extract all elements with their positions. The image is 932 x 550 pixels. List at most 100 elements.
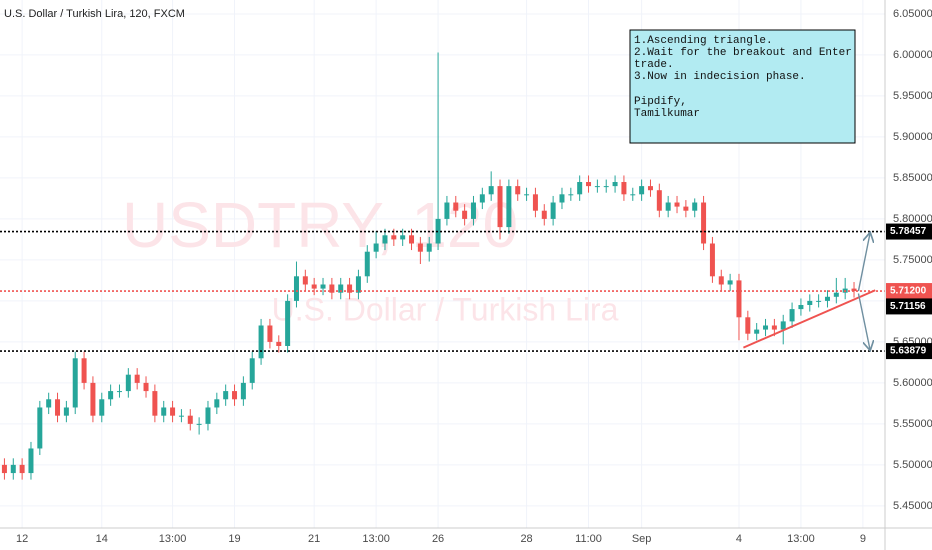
candle-body xyxy=(497,186,503,228)
candle-body xyxy=(63,407,69,416)
candle-body xyxy=(586,182,592,187)
candle-body xyxy=(453,202,459,211)
candle-body xyxy=(347,284,353,293)
candle-body xyxy=(311,284,317,289)
y-tick-label: 5.80000 xyxy=(893,213,932,225)
candle-body xyxy=(462,210,468,219)
candle-body xyxy=(763,325,769,330)
candle-body xyxy=(205,407,211,424)
candle-body xyxy=(302,276,308,285)
candle-body xyxy=(816,300,822,302)
candle-body xyxy=(382,235,388,244)
arrow xyxy=(857,293,870,350)
candle-body xyxy=(630,194,636,196)
candle-body xyxy=(621,182,627,195)
candle-body xyxy=(55,399,61,416)
candle-body xyxy=(736,280,742,318)
candle-body xyxy=(320,284,326,289)
x-tick-label: 14 xyxy=(96,533,108,545)
candle-body xyxy=(559,194,565,203)
y-tick-label: 6.00000 xyxy=(893,49,932,61)
candle-body xyxy=(789,309,795,322)
candle-body xyxy=(373,243,379,252)
candle-body xyxy=(807,300,813,305)
level-tag xyxy=(886,283,932,300)
y-tick-label: 5.85000 xyxy=(893,172,932,184)
candle-body xyxy=(125,374,131,392)
level-tag xyxy=(886,223,932,240)
candle-body xyxy=(647,186,653,191)
level-label: 5.63879 xyxy=(890,346,927,357)
candle-body xyxy=(161,407,167,416)
candle-body xyxy=(506,186,512,228)
x-tick-label: 9 xyxy=(860,533,866,545)
x-tick-label: 21 xyxy=(308,533,320,545)
candle-body xyxy=(329,284,335,293)
candle-body xyxy=(426,243,432,252)
candle-body xyxy=(798,304,804,310)
candle-body xyxy=(276,341,282,346)
candle-body xyxy=(267,325,273,342)
candle-body xyxy=(99,399,105,416)
candle-body xyxy=(718,276,724,285)
candle-body xyxy=(170,407,176,416)
arrow xyxy=(857,234,870,292)
candle-body xyxy=(232,391,238,400)
candle-body xyxy=(727,280,733,285)
candle-body xyxy=(187,415,193,424)
candle-body xyxy=(134,374,140,383)
candle-body xyxy=(196,423,202,425)
candle-body xyxy=(488,186,494,195)
candle-body xyxy=(391,235,397,240)
candle-body xyxy=(577,182,583,195)
note-box xyxy=(629,29,856,144)
candle-body xyxy=(701,202,707,244)
candle-body xyxy=(152,391,158,416)
chart-title: U.S. Dollar / Turkish Lira, 120, FXCM xyxy=(4,8,185,20)
x-tick-label: 19 xyxy=(228,533,240,545)
candle-body xyxy=(444,202,450,219)
candle-body xyxy=(470,202,476,219)
candle-body xyxy=(771,325,777,330)
x-tick-label: 13:00 xyxy=(362,533,390,545)
x-tick-label: 4 xyxy=(736,533,742,545)
candle-body xyxy=(851,288,857,292)
candle-body xyxy=(143,382,149,392)
x-tick-label: Sep xyxy=(632,533,652,545)
y-tick-label: 5.45000 xyxy=(893,500,932,512)
note-author: Tamilkumar xyxy=(634,108,700,120)
candle-body xyxy=(674,202,680,207)
candle-body xyxy=(293,276,299,301)
candle-body xyxy=(178,415,184,417)
level-label: 5.78457 xyxy=(890,226,927,237)
candle-body xyxy=(824,296,830,301)
candle-body xyxy=(338,284,344,293)
candle-body xyxy=(37,407,43,449)
x-tick-label: 12 xyxy=(16,533,28,545)
candle-body xyxy=(116,391,122,393)
candle-body xyxy=(568,194,574,196)
candle-body xyxy=(90,382,96,416)
last-price-tag xyxy=(886,298,932,315)
candle-body xyxy=(72,358,78,408)
candle-body xyxy=(10,464,16,474)
trendline xyxy=(743,289,876,349)
candle-body xyxy=(28,448,34,474)
candle-body xyxy=(417,243,423,252)
candle-body xyxy=(524,194,530,196)
candle-body xyxy=(665,202,671,211)
last-price-label: 5.71156 xyxy=(890,301,926,312)
candle-body xyxy=(603,186,609,188)
candle-body xyxy=(515,186,521,195)
note-line: 3.Now in indecision phase. xyxy=(634,71,806,83)
x-tick-label: 26 xyxy=(432,533,444,545)
candle-body xyxy=(285,300,291,346)
candle-body xyxy=(479,194,485,203)
candle-body xyxy=(541,210,547,219)
candle-body xyxy=(258,325,264,359)
note-line: 2.Wait for the breakout and Enter xyxy=(634,47,852,59)
candle-body xyxy=(400,235,406,240)
candle-body xyxy=(223,391,229,400)
note-line: trade. xyxy=(634,59,674,71)
candle-body xyxy=(81,358,87,383)
